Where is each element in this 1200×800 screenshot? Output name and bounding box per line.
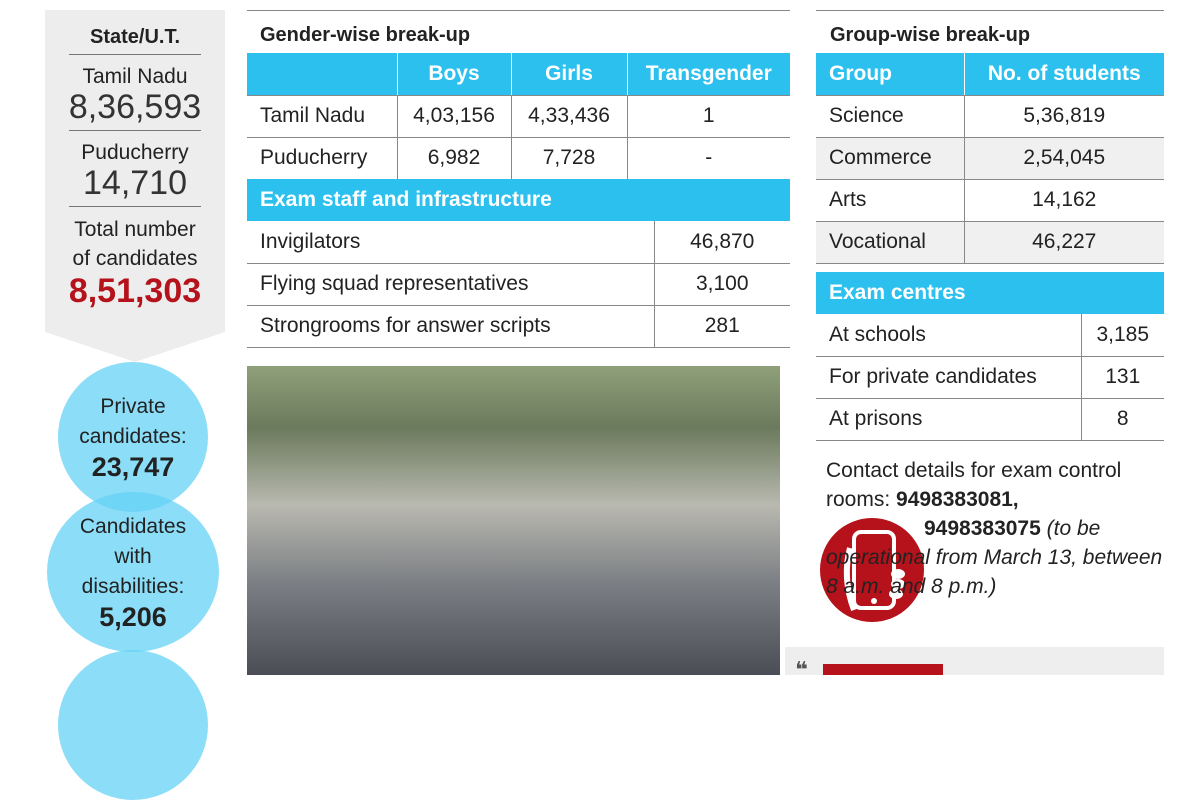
total-label-line: Total number: [74, 218, 196, 241]
table-row: Invigilators 46,870: [247, 221, 790, 264]
table-row: Science 5,36,819: [816, 95, 1164, 138]
table-cell: 131: [1080, 356, 1164, 399]
table-cell: 46,870: [653, 221, 790, 264]
table-cell: 7,728: [510, 137, 627, 180]
students-photo: [247, 366, 780, 675]
table-row: At schools 3,185: [816, 314, 1164, 357]
col-girls: Girls: [510, 53, 627, 96]
total-label-line: of candidates: [72, 247, 198, 270]
table-cell: Science: [816, 95, 964, 138]
table-cell: 46,227: [963, 221, 1164, 264]
circle-label: with: [114, 545, 152, 568]
phone-number: 9498383081,: [896, 488, 1019, 511]
col-transgender: Transgender: [626, 53, 790, 96]
table-cell: Puducherry: [247, 137, 397, 180]
table-row: At prisons 8: [816, 398, 1164, 441]
state-name: Puducherry: [81, 141, 189, 164]
total-value: 8,51,303: [68, 272, 202, 310]
staff-title: Exam staff and infrastructure: [247, 179, 790, 221]
table-cell: Vocational: [816, 221, 964, 264]
table-cell: Strongrooms for answer scripts: [247, 305, 654, 348]
total-label: Total number of candidates: [45, 215, 225, 273]
staff-table: Invigilators 46,870 Flying squad represen…: [247, 221, 790, 348]
centres-table: At schools 3,185 For private candidates 13…: [816, 314, 1164, 441]
table-cell: 281: [653, 305, 790, 348]
contact-note: (to be operational from March 13, betwee…: [826, 517, 1163, 598]
table-cell: At prisons: [816, 398, 1081, 441]
phone-number: 9498383075: [924, 517, 1041, 540]
state-heading: State/U.T.: [89, 26, 181, 48]
quote-icon: ❝: [795, 657, 808, 682]
gender-table: Boys Girls Transgender Tamil Nadu 4,03,156 4…: [247, 53, 790, 180]
table-cell: 4,33,436: [510, 95, 627, 138]
centres-title: Exam centres: [816, 272, 1164, 314]
table-cell: 1: [626, 95, 790, 138]
table-cell: At schools: [816, 314, 1081, 357]
table-cell: 4,03,156: [396, 95, 511, 138]
contact-details: Contact details for exam control rooms: …: [826, 456, 1166, 601]
contact-text: Contact details for exam control rooms:: [826, 459, 1122, 511]
table-cell: 14,162: [963, 179, 1164, 222]
group-title: Group-wise break-up: [830, 24, 1031, 46]
gender-title: Gender-wise break-up: [260, 24, 471, 46]
table-cell: Invigilators: [247, 221, 654, 264]
state-name: Tamil Nadu: [82, 65, 188, 88]
circle-label: candidates:: [79, 425, 187, 448]
state-summary-box: State/U.T. Tamil Nadu 8,36,593 Puducherr…: [45, 10, 225, 332]
circle-value: 23,747: [91, 452, 175, 482]
table-cell: 8: [1080, 398, 1164, 441]
table-cell: Commerce: [816, 137, 964, 180]
table-cell: Arts: [816, 179, 964, 222]
table-row: Arts 14,162: [816, 179, 1164, 222]
table-row: Strongrooms for answer scripts 281: [247, 305, 790, 348]
circle-value: 5,206: [99, 602, 167, 632]
table-cell: 3,185: [1080, 314, 1164, 357]
circle-label: Candidates: [79, 515, 187, 538]
state-value: 14,710: [83, 164, 187, 202]
disabilities-circle: Candidates with disabilities: 5,206: [47, 492, 219, 652]
table-cell: For private candidates: [816, 356, 1081, 399]
table-cell: Flying squad representatives: [247, 263, 654, 306]
table-row: Vocational 46,227: [816, 221, 1164, 264]
table-row: For private candidates 131: [816, 356, 1164, 399]
table-row: Tamil Nadu 4,03,156 4,33,436 1: [247, 95, 790, 138]
circle-label: disabilities:: [81, 575, 185, 598]
table-row: Flying squad representatives 3,100: [247, 263, 790, 306]
circle-label: Private: [100, 395, 166, 418]
phone-icon: [820, 518, 924, 622]
table-cell: -: [626, 137, 790, 180]
group-table: Group No. of students Science 5,36,819 Com…: [816, 53, 1164, 264]
table-row: Commerce 2,54,045: [816, 137, 1164, 180]
caption-box: ❝: [785, 647, 1164, 682]
table-cell: 2,54,045: [963, 137, 1164, 180]
col-boys: Boys: [396, 53, 511, 96]
state-value: 8,36,593: [68, 88, 202, 126]
table-cell: 3,100: [653, 263, 790, 306]
arrow-pointer: [45, 332, 225, 362]
col-students: No. of students: [963, 53, 1164, 96]
third-circle: [58, 650, 208, 800]
caption-heading-cropped: [823, 664, 943, 675]
private-candidates-circle: Private candidates: 23,747: [58, 362, 208, 512]
table-cell: 6,982: [396, 137, 511, 180]
col-group: Group: [816, 53, 964, 96]
table-row: Puducherry 6,982 7,728-: [247, 137, 790, 180]
table-cell: 5,36,819: [963, 95, 1164, 138]
table-cell: Tamil Nadu: [247, 95, 397, 138]
